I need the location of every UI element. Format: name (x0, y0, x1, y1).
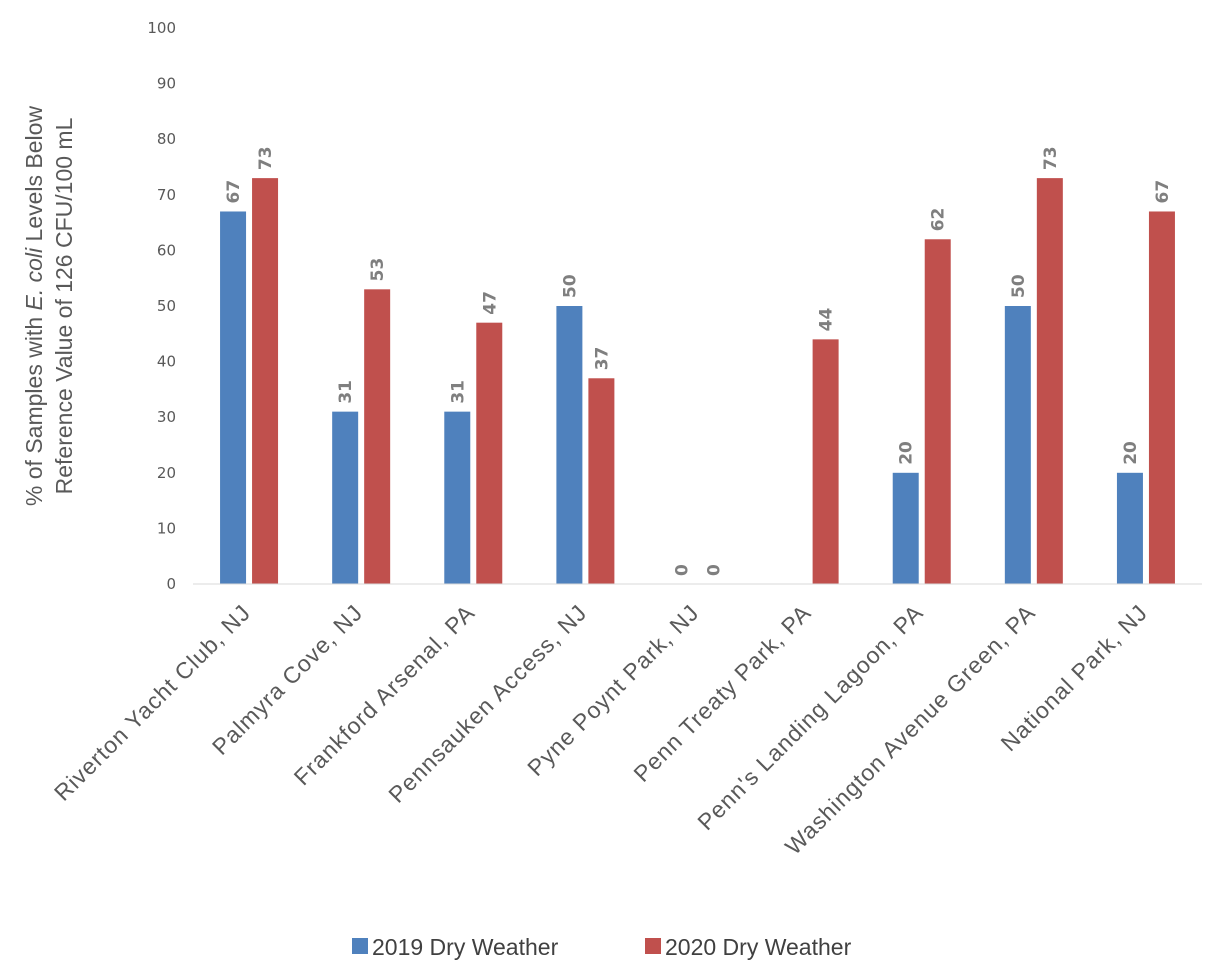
data-label: 0 (673, 564, 693, 576)
y-tick-label: 80 (157, 130, 176, 148)
y-axis-label-part-3: Levels Below (21, 106, 47, 248)
data-label: 73 (1041, 146, 1061, 170)
bar-2019 (332, 411, 359, 584)
y-axis-label-part-1: % of Samples with (21, 310, 47, 506)
data-label: 31 (336, 380, 356, 404)
bar-2019 (444, 411, 471, 584)
bar-2020 (364, 289, 391, 584)
y-tick-label: 100 (147, 19, 176, 37)
bar-2020 (476, 322, 503, 584)
bar-2019 (1116, 472, 1143, 584)
y-tick-label: 20 (157, 464, 176, 482)
y-tick-label: 30 (157, 408, 176, 426)
y-tick-label: 90 (157, 75, 176, 93)
bar-2019 (892, 472, 919, 584)
legend-swatch-2020 (645, 938, 661, 954)
x-tick-label: Penn's Landing Lagoon, PA (692, 599, 928, 835)
y-axis-label-line-1: % of Samples with E. coli Levels Below (21, 106, 47, 507)
data-label: 73 (256, 146, 276, 170)
bar-2020 (924, 239, 951, 584)
data-label: 37 (592, 347, 612, 371)
data-label: 31 (448, 380, 468, 404)
data-label: 62 (929, 208, 949, 232)
bar-2019 (220, 211, 247, 585)
x-tick-label: Riverton Yacht Club, NJ (49, 599, 256, 806)
data-label: 44 (817, 308, 837, 332)
data-label: 47 (480, 291, 500, 315)
bar-2020 (252, 178, 279, 584)
y-tick-label: 0 (166, 575, 176, 593)
data-label: 20 (1121, 441, 1141, 465)
y-tick-label: 10 (157, 519, 176, 537)
legend-label-2020: 2020 Dry Weather (665, 934, 852, 960)
y-tick-label: 60 (157, 241, 176, 259)
bar-series (220, 178, 1175, 585)
data-label: 50 (1009, 274, 1029, 298)
legend-label-2019: 2019 Dry Weather (372, 934, 559, 960)
y-axis-ticks: 0 10 20 30 40 50 60 70 80 90 100 (147, 19, 176, 593)
y-tick-label: 40 (157, 353, 176, 371)
data-labels: 67 73 31 53 31 47 50 37 0 0 44 20 62 50 73 20 67 (224, 146, 1173, 576)
y-axis-label-line-2: Reference Value of 126 CFU/100 mL (51, 117, 77, 494)
data-label: 20 (897, 441, 917, 465)
data-label: 0 (705, 564, 725, 576)
data-label: 67 (224, 180, 244, 204)
y-axis-label-part-2: E. coli (21, 247, 47, 311)
data-label: 53 (368, 258, 388, 282)
y-tick-label: 70 (157, 186, 176, 204)
bar-2019 (1004, 306, 1031, 584)
bar-2020 (1148, 211, 1175, 585)
legend: 2019 Dry Weather 2020 Dry Weather (352, 934, 852, 960)
x-tick-label: Washington Avenue Green, PA (780, 599, 1040, 859)
bar-2020 (812, 339, 839, 584)
bar-2020 (588, 378, 615, 584)
data-label: 67 (1153, 180, 1173, 204)
x-tick-label: Frankford Arsenal, PA (289, 599, 480, 790)
y-axis-label: % of Samples with E. coli Levels Below R… (21, 106, 77, 507)
bar-2019 (556, 306, 583, 584)
x-tick-label: Pennsauken Access, NJ (383, 599, 592, 808)
data-label: 50 (560, 274, 580, 298)
bar-2020 (1036, 178, 1063, 584)
legend-swatch-2019 (352, 938, 368, 954)
y-tick-label: 50 (157, 297, 176, 315)
